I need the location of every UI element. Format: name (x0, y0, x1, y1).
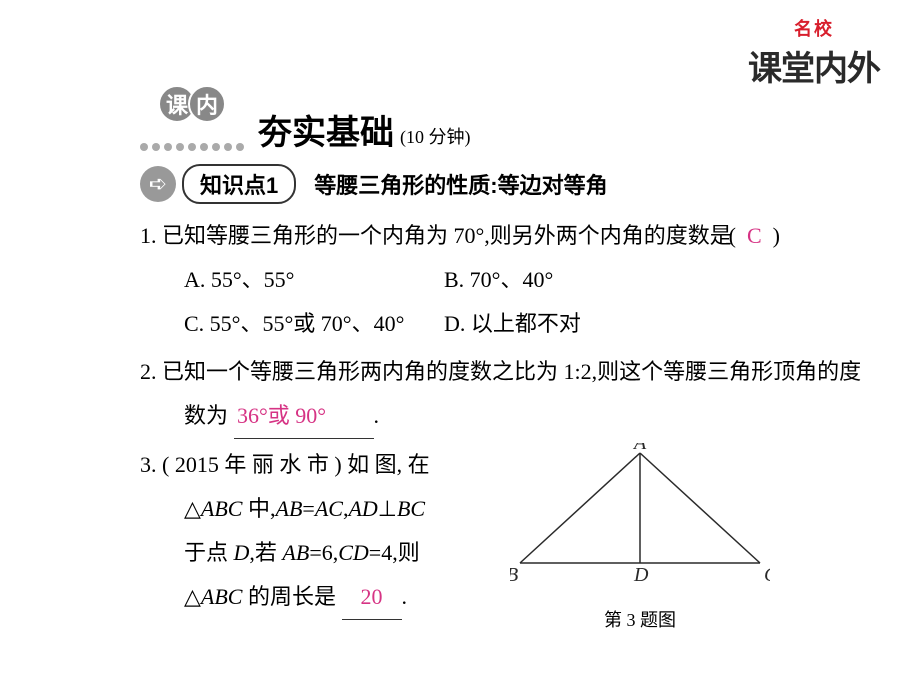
q3-answer: 20 (361, 584, 383, 609)
svg-text:A: A (632, 443, 647, 454)
q1-number: 1. (140, 223, 162, 248)
q3-text-block: 3. ( 2015 年 丽 水 市 ) 如 图, 在 △ABC 中,AB=AC,… (140, 443, 510, 638)
q3-line3: 于点 D,若 AB=6,CD=4,则 (140, 531, 510, 575)
q2-number: 2. (140, 359, 162, 384)
q1-option-b: B. 70°、40° (444, 258, 704, 302)
q3-source: ( 2015 年 丽 水 市 ) (162, 452, 342, 477)
q2-answer-blank: 36°或 90° (234, 394, 374, 439)
arrow-icon: ➪ (140, 166, 176, 202)
question-3: 3. ( 2015 年 丽 水 市 ) 如 图, 在 △ABC 中,AB=AC,… (140, 443, 880, 638)
logo-bottom-text: 课堂内外 (748, 41, 880, 90)
logo-top-text: 名校 (748, 15, 880, 41)
svg-text:C: C (764, 564, 770, 583)
q1-answer: C (747, 223, 762, 248)
brand-logo: 名校 课堂内外 (748, 15, 880, 90)
q1-options: A. 55°、55° B. 70°、40° C. 55°、55°或 70°、40… (140, 258, 880, 346)
q2-stem: 2. 已知一个等腰三角形两内角的度数之比为 1:2,则这个等腰三角形顶角的度数为… (140, 350, 880, 439)
q1-stem: 1. 已知等腰三角形的一个内角为 70°,则另外两个内角的度数是 ( C ) (140, 214, 880, 258)
q3-period: . (402, 584, 408, 609)
triangle-svg: A B C D (510, 443, 770, 583)
q1-option-a: A. 55°、55° (184, 258, 444, 302)
svg-text:D: D (633, 564, 649, 583)
knowledge-point-pill: 知识点1 (182, 164, 296, 204)
section-badge: 课 内 (140, 109, 250, 151)
q2-period: . (374, 403, 380, 428)
q3-line4: △ABC 的周长是 20. (140, 575, 510, 620)
question-2: 2. 已知一个等腰三角形两内角的度数之比为 1:2,则这个等腰三角形顶角的度数为… (140, 350, 880, 439)
q1-option-c: C. 55°、55°或 70°、40° (184, 302, 444, 346)
section-header: 课 内 夯实基础 (10 分钟) (140, 105, 880, 154)
badge-circle-2: 内 (188, 85, 226, 123)
svg-text:B: B (510, 564, 518, 583)
q3-answer-blank: 20 (342, 575, 402, 620)
paren-close: ) (773, 223, 780, 248)
question-1: 1. 已知等腰三角形的一个内角为 70°,则另外两个内角的度数是 ( C ) A… (140, 214, 880, 346)
page-content: 课 内 夯实基础 (10 分钟) ➪ 知识点1 等腰三角形的性质:等边对等角 1… (140, 105, 880, 642)
q1-text: 已知等腰三角形的一个内角为 70°,则另外两个内角的度数是 (162, 223, 732, 248)
time-note: (10 分钟) (400, 111, 471, 149)
q3-number: 3. (140, 452, 162, 477)
q1-answer-paren: ( C ) (773, 214, 780, 258)
q1-option-d: D. 以上都不对 (444, 302, 704, 346)
dots-decoration (140, 143, 244, 151)
q3-line2: △ABC 中,AB=AC,AD⊥BC (140, 487, 510, 531)
knowledge-point-title: 等腰三角形的性质:等边对等角 (314, 168, 607, 200)
q3-line1: 如 图, 在 (347, 452, 430, 477)
q2-answer: 36°或 90° (237, 403, 326, 428)
section-title: 夯实基础 (258, 105, 394, 154)
q3-figure: A B C D 第 3 题图 (510, 443, 770, 638)
knowledge-point-row: ➪ 知识点1 等腰三角形的性质:等边对等角 (140, 164, 880, 204)
figure-caption: 第 3 题图 (510, 602, 770, 638)
